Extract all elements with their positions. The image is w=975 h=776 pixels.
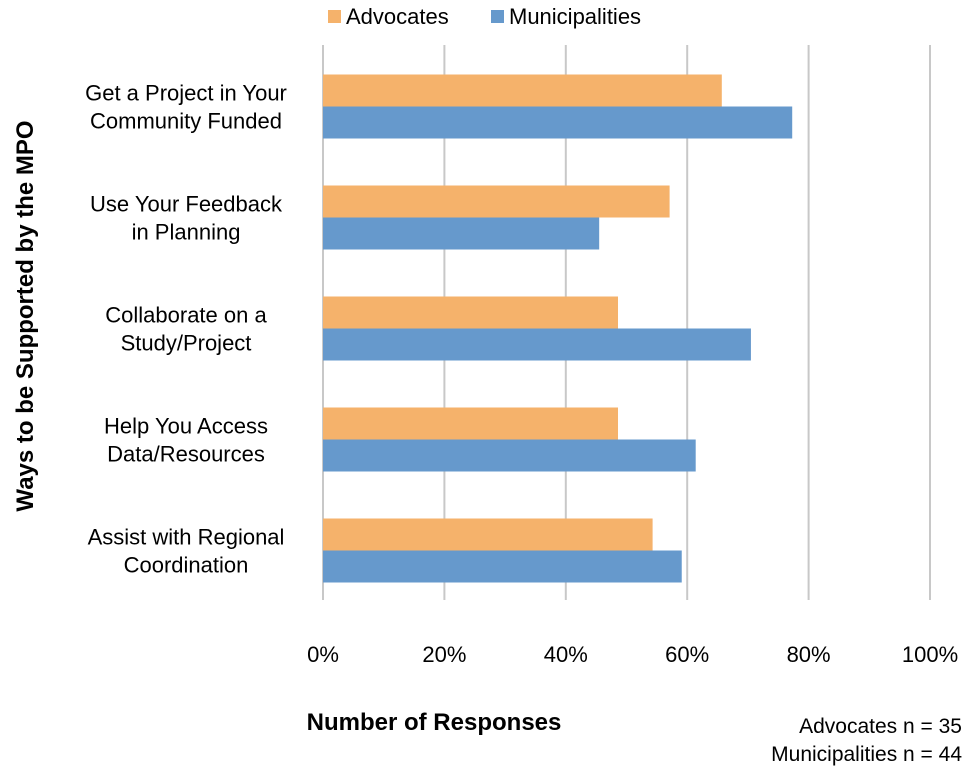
category-label: Use Your Feedback [90, 192, 283, 217]
category-labels: Get a Project in Your Community Funded Use… [85, 81, 287, 578]
legend: Advocates Municipalities [328, 4, 641, 29]
x-tick-label: 20% [422, 642, 466, 667]
advocates-n-note: Advocates n = 35 [799, 715, 962, 738]
bars [323, 74, 793, 583]
x-tick-label: 0% [307, 642, 339, 667]
bar-municipalities-3 [323, 439, 696, 472]
bar-advocates-4 [323, 518, 653, 551]
y-axis-title: Ways to be Supported by the MPO [12, 120, 39, 511]
bar-municipalities-2 [323, 328, 751, 361]
bar-advocates-3 [323, 407, 619, 440]
bar-advocates-0 [323, 74, 722, 107]
x-tick-label: 40% [544, 642, 588, 667]
bar-advocates-2 [323, 296, 619, 329]
category-label: Data/Resources [107, 442, 265, 467]
x-tick-label: 100% [902, 642, 958, 667]
category-label: Get a Project in Your [85, 81, 287, 106]
bar-municipalities-4 [323, 550, 682, 583]
municipalities-n-note: Municipalities n = 44 [771, 743, 962, 766]
bar-advocates-1 [323, 185, 670, 218]
x-axis-title: Number of Responses [307, 709, 562, 736]
category-label: in Planning [132, 220, 241, 245]
category-label: Assist with Regional [88, 525, 285, 550]
category-label: Collaborate on a [105, 303, 267, 328]
x-tick-label: 80% [787, 642, 831, 667]
x-tick-label: 60% [665, 642, 709, 667]
category-label: Help You Access [104, 414, 268, 439]
category-label: Coordination [124, 553, 249, 578]
legend-swatch-municipalities [491, 10, 504, 23]
legend-label-municipalities: Municipalities [509, 4, 641, 29]
bar-municipalities-0 [323, 106, 793, 139]
x-tick-labels: 0% 20% 40% 60% 80% 100% [307, 642, 958, 667]
category-label: Community Funded [90, 109, 282, 134]
category-label: Study/Project [121, 331, 252, 356]
legend-swatch-advocates [328, 10, 341, 23]
bar-municipalities-1 [323, 217, 600, 250]
legend-label-advocates: Advocates [346, 4, 449, 29]
